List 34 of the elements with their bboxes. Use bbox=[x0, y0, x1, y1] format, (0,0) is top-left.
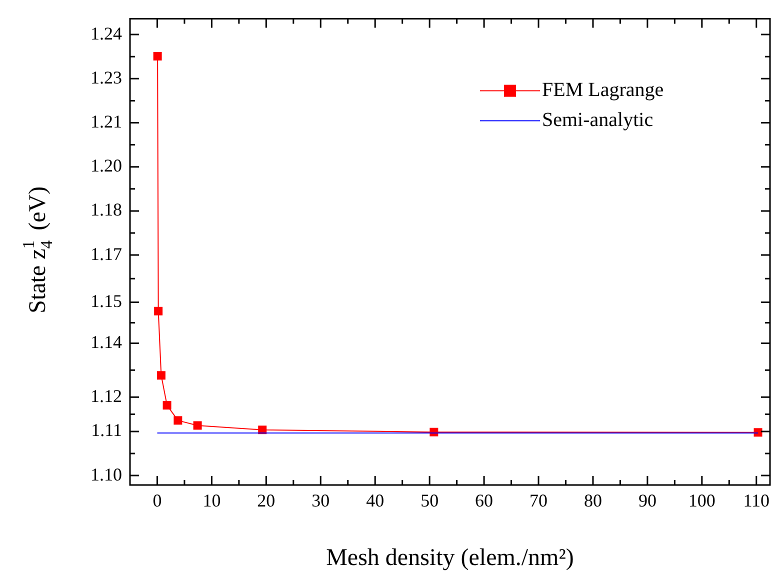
x-tick-label: 10 bbox=[202, 490, 221, 511]
y-axis-title: State z14 (eV) bbox=[19, 186, 56, 314]
y-tick-label: 1.24 bbox=[90, 23, 122, 44]
point bbox=[156, 371, 166, 380]
x-tick-label: 50 bbox=[420, 490, 439, 511]
y-tick-label: 1.21 bbox=[90, 111, 122, 132]
x-tick-label: 70 bbox=[530, 490, 548, 511]
y-tick-label: 1.12 bbox=[90, 386, 122, 406]
x-tick-label: 110 bbox=[743, 490, 770, 511]
x-tick-label: 0 bbox=[152, 490, 162, 511]
y-tick-label: 1.15 bbox=[90, 291, 122, 312]
legend-label: FEM Lagrange bbox=[542, 79, 664, 102]
x-tick-label: 90 bbox=[638, 490, 656, 511]
x-tick-label: 30 bbox=[312, 490, 330, 511]
point bbox=[174, 416, 182, 425]
x-tick-label: 20 bbox=[257, 490, 276, 511]
y-tick-label: 1.11 bbox=[91, 420, 122, 440]
y-tick-label: 1.20 bbox=[90, 156, 122, 176]
x-tick-label: 80 bbox=[584, 490, 602, 511]
y-tick-label: 1.14 bbox=[90, 332, 122, 352]
y-tick-label: 1.17 bbox=[90, 244, 122, 264]
y-tick-label: 1.18 bbox=[90, 200, 122, 220]
y-tick-label: 1.10 bbox=[90, 464, 122, 484]
point bbox=[154, 306, 163, 316]
point bbox=[162, 401, 172, 410]
x-tick-label: 60 bbox=[475, 490, 494, 511]
x-axis-title: Mesh density (elem./nm²) bbox=[326, 544, 574, 571]
x-tick-label: 100 bbox=[688, 490, 716, 511]
point bbox=[153, 52, 162, 61]
y-tick-label: 1.23 bbox=[90, 67, 122, 88]
point bbox=[193, 421, 202, 430]
x-tick-label: 40 bbox=[366, 490, 384, 511]
point bbox=[754, 428, 762, 437]
legend-label: Semi-analytic bbox=[542, 109, 654, 132]
